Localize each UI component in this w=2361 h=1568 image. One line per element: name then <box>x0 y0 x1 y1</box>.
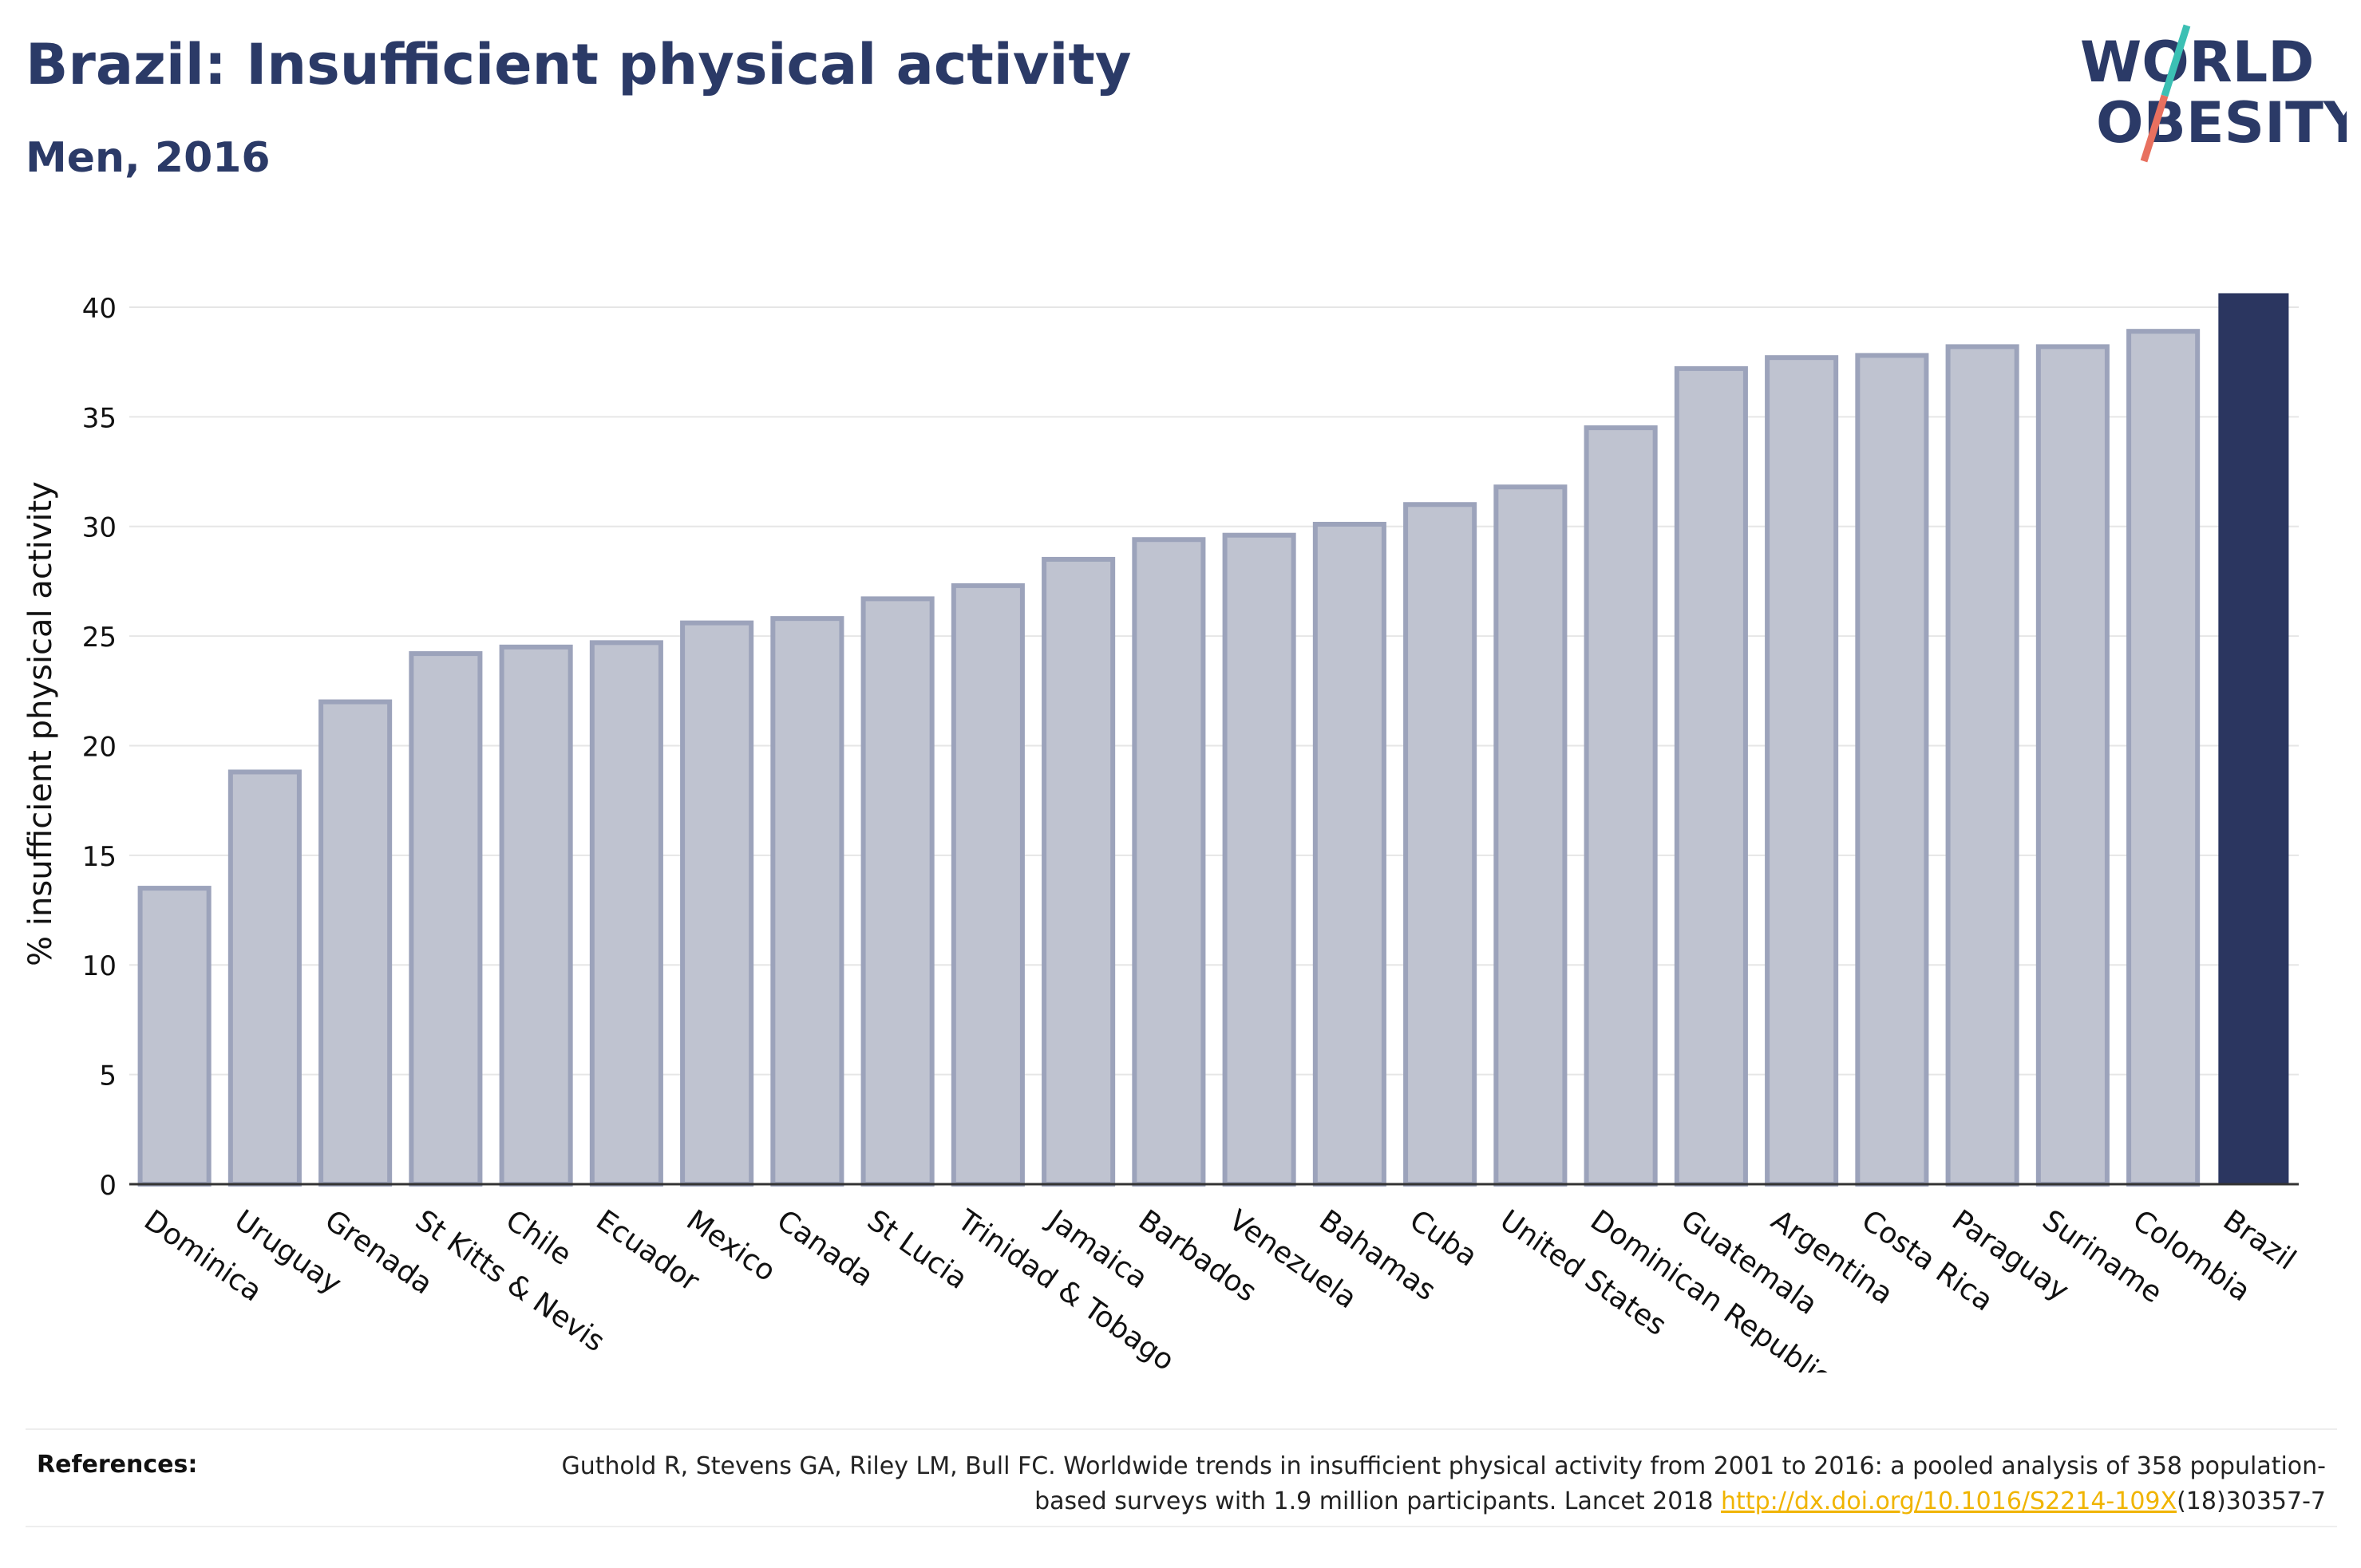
y-tick-label: 30 <box>82 512 117 544</box>
y-axis-label: % insufficient physical activity <box>22 481 59 966</box>
logo-slash-top <box>2161 24 2191 97</box>
references-box: References: Guthold R, Stevens GA, Riley… <box>26 1428 2337 1527</box>
bar-barbados[interactable] <box>1132 537 1206 1187</box>
y-tick-label: 0 <box>99 1170 117 1202</box>
bar-bahamas[interactable] <box>1312 521 1386 1187</box>
bar-brazil[interactable] <box>2218 293 2289 1185</box>
y-tick-label: 25 <box>82 622 117 654</box>
bar-jamaica[interactable] <box>1042 556 1116 1187</box>
bar-st-lucia[interactable] <box>860 596 935 1187</box>
x-tick-label: Ecuador <box>590 1204 705 1298</box>
x-tick-label: St Lucia <box>861 1204 973 1296</box>
y-tick-label: 35 <box>82 402 117 434</box>
references-label: References: <box>37 1451 198 1479</box>
bar-dominica[interactable] <box>137 886 212 1187</box>
logo-slash-bottom <box>2140 94 2169 163</box>
y-tick-label: 10 <box>82 950 117 982</box>
bar-cuba[interactable] <box>1403 502 1477 1187</box>
y-tick-label: 40 <box>82 293 117 325</box>
bar-uruguay[interactable] <box>227 769 302 1187</box>
bar-suriname[interactable] <box>2035 344 2110 1187</box>
bar-guatemala[interactable] <box>1674 365 1748 1187</box>
bars <box>137 293 2289 1187</box>
reference-citation-end: (18)30357-7 <box>2177 1487 2326 1515</box>
bar-ecuador[interactable] <box>589 640 663 1187</box>
logo-line1: WORLD <box>2080 30 2314 95</box>
bar-argentina[interactable] <box>1765 355 1839 1187</box>
bar-colombia[interactable] <box>2126 329 2201 1187</box>
y-tick-label: 5 <box>99 1060 117 1092</box>
bar-mexico[interactable] <box>680 620 754 1187</box>
bar-grenada[interactable] <box>318 699 393 1187</box>
logo-line2: OBESITY <box>2096 90 2347 156</box>
reference-doi-link[interactable]: http://dx.doi.org/10.1016/S2214-109X <box>1721 1487 2177 1515</box>
y-axis-ticks: 0 5 10 15 20 25 30 35 40 <box>82 293 117 1202</box>
bar-paraguay[interactable] <box>1945 344 2019 1187</box>
y-tick-label: 20 <box>82 731 117 763</box>
bar-trinidad-tobago[interactable] <box>951 583 1025 1187</box>
chart-subtitle: Men, 2016 <box>26 134 271 182</box>
bar-chart: 0 5 10 15 20 25 30 35 40 DominicaUruguayGrenadaS… <box>22 293 2302 1372</box>
bar-venezuela[interactable] <box>1222 532 1296 1187</box>
x-tick-label: Canada <box>771 1204 880 1294</box>
reference-citation: Guthold R, Stevens GA, Riley LM, Bull FC… <box>561 1452 2326 1515</box>
y-tick-label: 15 <box>82 841 117 873</box>
bar-st-kitts-nevis[interactable] <box>409 651 483 1187</box>
bar-chile[interactable] <box>499 644 573 1187</box>
bar-united-states[interactable] <box>1493 484 1568 1187</box>
world-obesity-logo: WORLD OBESITY <box>2080 24 2347 163</box>
bar-dominican-republic[interactable] <box>1584 425 1658 1187</box>
bar-canada[interactable] <box>770 616 844 1187</box>
bar-costa-rica[interactable] <box>1855 353 1929 1187</box>
chart-title: Brazil: Insufficient physical activity <box>26 32 1132 97</box>
references-text: Guthold R, Stevens GA, Riley LM, Bull FC… <box>490 1449 2326 1519</box>
